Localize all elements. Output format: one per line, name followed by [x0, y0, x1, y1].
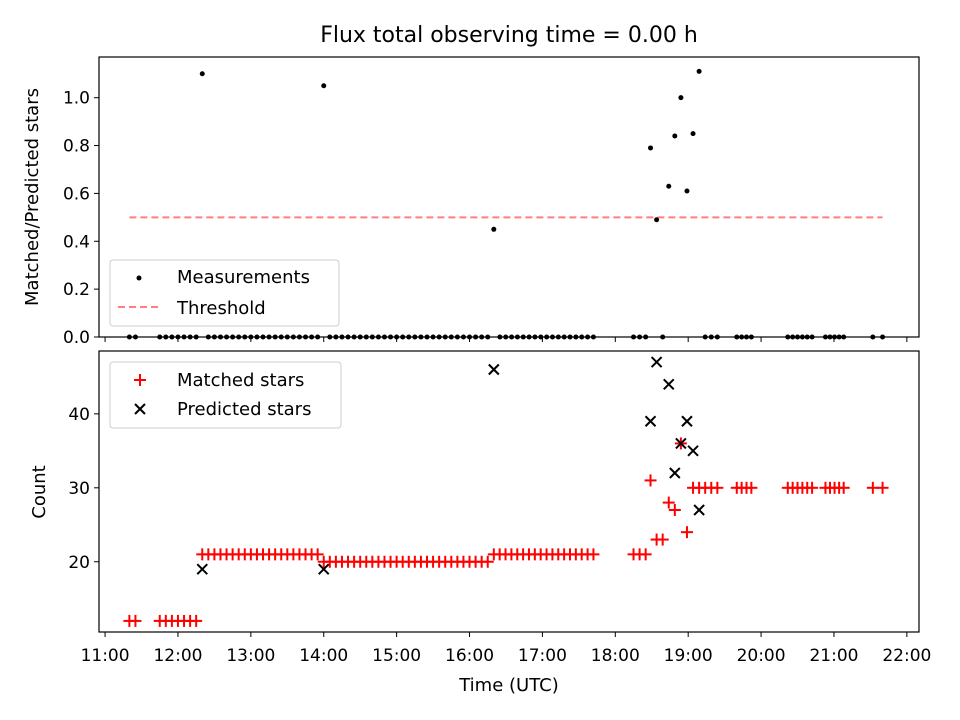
top-x-ticks: [104, 337, 908, 342]
measurement-point: [491, 226, 497, 232]
legend-measurements-marker: [136, 275, 142, 281]
bottom-x-tick-label: 13:00: [226, 646, 275, 666]
measurement-point: [199, 71, 205, 77]
matched-point: [837, 481, 850, 494]
top-panel: 0.0 0.2 0.4 0.6 0.8 1.0 Matched/Predicted sta…: [22, 56, 920, 348]
top-y-tick-label: 0.0: [63, 328, 90, 348]
matched-point: [876, 481, 889, 494]
top-y-tick-label: 0.4: [63, 232, 90, 252]
bottom-panel: 20 30 40 11:00 12:00 13:00 14:00 15:00 16:00 17:…: [29, 350, 931, 696]
predicted-point: [675, 437, 687, 450]
measurement-point: [648, 145, 654, 151]
predicted-point-b: [644, 415, 657, 427]
bottom-y-tick-label: 20: [68, 553, 90, 573]
measurement-point: [678, 95, 684, 101]
predicted-point: [663, 378, 675, 390]
bottom-x-tick-label: 19:00: [664, 646, 713, 666]
matched-point: [806, 481, 819, 494]
predicted-point-b: [681, 415, 693, 427]
matched-point: [662, 496, 675, 509]
top-axes-frame: [98, 56, 920, 338]
matched-point: [668, 503, 681, 516]
predicted-point: [488, 363, 500, 376]
measurement-point: [321, 83, 327, 89]
predicted-point: [669, 467, 681, 479]
predicted-point: [681, 415, 693, 427]
predicted-point-b: [196, 563, 208, 575]
legend-threshold-label: Threshold: [176, 298, 266, 319]
top-y-tick-label: 1.0: [63, 89, 90, 109]
measurement-point: [654, 217, 660, 223]
matched-point: [587, 548, 600, 561]
bottom-x-ticks: 11:00 12:00 13:00 14:00 15:00 16:00 17:00 18:00…: [81, 632, 931, 666]
predicted-point-b: [488, 363, 500, 376]
bottom-x-tick-label: 15:00: [372, 646, 421, 666]
predicted-point: [644, 415, 657, 427]
bottom-axes-frame: [98, 350, 920, 633]
predicted-point-b: [675, 437, 687, 450]
bottom-x-tick-label: 18:00: [591, 646, 640, 666]
measurement-point: [666, 183, 672, 189]
bottom-legend: Matched stars Predicted stars: [109, 361, 342, 429]
matched-point: [745, 481, 758, 494]
predicted-point: [650, 356, 663, 368]
legend-matched-marker: [134, 374, 146, 386]
predicted-point-b: [693, 504, 705, 516]
predicted-point-b: [650, 356, 663, 368]
measurement-point: [672, 133, 678, 139]
matched-point: [190, 614, 203, 627]
bottom-marks: [123, 356, 889, 627]
predicted-point: [318, 563, 330, 575]
predicted-point: [196, 563, 208, 575]
matched-point: [680, 526, 693, 539]
bottom-x-tick-label: 11:00: [81, 646, 130, 666]
predicted-point-b: [687, 445, 699, 457]
bottom-x-tick-label: 12:00: [153, 646, 202, 666]
bottom-y-axis-label: Count: [29, 465, 50, 518]
legend-predicted-label: Predicted stars: [177, 399, 311, 420]
matched-point: [129, 614, 142, 627]
predicted-point: [687, 445, 699, 457]
matched-point: [481, 555, 494, 568]
bottom-x-tick-label: 20:00: [737, 646, 786, 666]
measurement-point: [690, 131, 696, 137]
top-y-tick-label: 0.8: [63, 137, 90, 157]
bottom-x-tick-label: 21:00: [809, 646, 858, 666]
top-legend-frame: [109, 259, 340, 327]
bottom-x-tick-label: 22:00: [882, 646, 931, 666]
figure-title: Flux total observing time = 0.00 h: [320, 23, 698, 48]
legend-predicted-marker: [134, 403, 146, 415]
bottom-legend-frame: [109, 361, 342, 429]
matched-point: [639, 548, 652, 561]
top-y-tick-label: 0.6: [63, 184, 90, 204]
bottom-x-tick-label: 16:00: [445, 646, 494, 666]
top-y-tick-label: 0.2: [63, 280, 90, 300]
predicted-point: [693, 504, 705, 516]
legend-matched-label: Matched stars: [177, 370, 304, 391]
bottom-y-tick-label: 40: [68, 405, 90, 425]
top-y-axis-label: Matched/Predicted stars: [22, 88, 43, 306]
top-legend: Measurements Threshold: [109, 259, 340, 327]
matched-point: [656, 533, 669, 546]
matched-point: [311, 548, 324, 561]
predicted-point-b: [318, 563, 330, 575]
predicted-point-b: [669, 467, 681, 479]
legend-measurements-label: Measurements: [177, 267, 310, 288]
bottom-x-tick-label: 14:00: [299, 646, 348, 666]
bottom-x-axis-label: Time (UTC): [458, 675, 559, 696]
bottom-y-ticks: 20 30 40: [68, 405, 99, 573]
matched-point: [711, 481, 724, 494]
measurement-point: [696, 68, 702, 74]
predicted-point-b: [663, 378, 675, 390]
matched-point: [644, 474, 657, 487]
bottom-x-tick-label: 17:00: [518, 646, 567, 666]
top-y-ticks: 0.0 0.2 0.4 0.6 0.8 1.0: [63, 89, 99, 348]
measurement-point: [684, 188, 690, 194]
bottom-y-tick-label: 30: [68, 479, 90, 499]
